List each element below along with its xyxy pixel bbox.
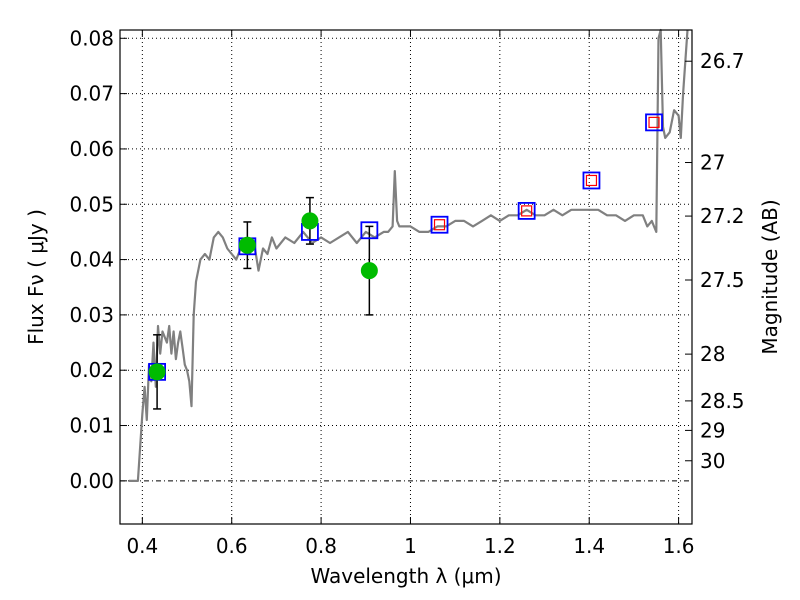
model-inner-square (521, 205, 533, 217)
spectrum-series (128, 28, 689, 482)
y2-tick-label: 27 (700, 151, 725, 175)
x-tick-label: 1 (404, 534, 417, 558)
x-tick-label: 0.8 (305, 534, 337, 558)
y2-axis-label: Magnitude (AB) (758, 199, 782, 354)
model-square (360, 221, 379, 240)
observed-point (148, 363, 166, 381)
y2-tick-label: 27.2 (700, 204, 745, 228)
x-tick-label: 0.6 (216, 534, 248, 558)
model-inner-square (648, 116, 660, 128)
y-tick-label: 0.05 (69, 192, 114, 216)
x-tick-label: 1.2 (484, 534, 516, 558)
model-square (645, 113, 663, 132)
y-tick-label: 0.03 (69, 303, 114, 327)
error-bars (153, 196, 374, 410)
grid-lines (120, 30, 692, 524)
y-tick-label: 0.04 (69, 248, 114, 272)
observed-point (238, 236, 256, 254)
observed-points (148, 212, 378, 381)
observed-point (301, 212, 319, 230)
y-tick-label: 0.01 (69, 414, 114, 438)
x-axis-label: Wavelength λ (μm) (310, 564, 501, 588)
y-tick-label: 0.06 (69, 137, 114, 161)
y2-tick-label: 28.5 (700, 389, 745, 413)
y-tick-label: 0.07 (69, 82, 114, 106)
y2-tick-label: 28 (700, 342, 725, 366)
y-tick-label: 0.00 (69, 469, 114, 493)
plot-frame (119, 29, 693, 525)
model-inner-square (585, 174, 598, 187)
model-square (517, 201, 536, 220)
model-square (582, 171, 601, 190)
y-axis-label: Flux Fν ( μJy ) (24, 209, 48, 345)
y2-tick-label: 26.7 (700, 49, 745, 73)
observed-point (360, 262, 378, 280)
y2-tick-label: 30 (700, 449, 725, 473)
y-tick-label: 0.02 (69, 358, 114, 382)
x-tick-label: 1.4 (573, 534, 605, 558)
x-tick-label: 1.6 (663, 534, 695, 558)
y2-tick-label: 29 (700, 418, 725, 442)
model-inner-square (433, 219, 446, 231)
spectrum-line (128, 28, 689, 482)
model-square (430, 215, 449, 234)
x-tick-label: 0.4 (126, 534, 158, 558)
axis-ticks: 0.4 0.6 0.8 1 1.2 1.4 1.6 0.00 0.01 0.02 0.03 0.04 0… (69, 26, 744, 558)
y-tick-label: 0.08 (69, 26, 114, 50)
y2-tick-label: 27.5 (700, 268, 745, 292)
